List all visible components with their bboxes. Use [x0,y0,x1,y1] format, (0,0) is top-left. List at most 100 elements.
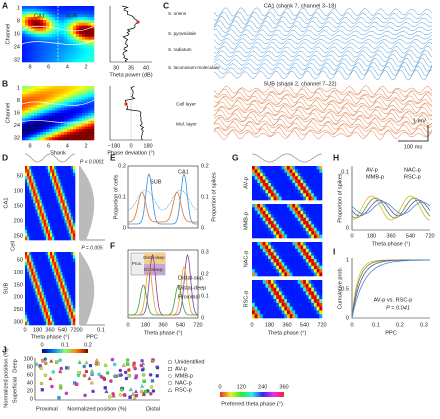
heat-cell [52,233,55,237]
heat-cell [281,269,285,273]
heat-cell [91,91,95,95]
heat-cell [29,285,32,289]
heat-cell [88,20,92,24]
heat-cell [281,217,285,222]
heat-cell [47,189,51,194]
tick-label: 150 [14,203,23,209]
heat-cell [41,295,45,299]
heat-cell [37,11,41,15]
tick-label: 720 [70,327,79,333]
heat-cell [292,176,296,180]
heat-cell [37,278,40,283]
heat-cell [72,288,76,293]
heat-cell [82,96,86,100]
panel-letter: B [2,78,8,88]
heat-cell [287,217,290,222]
heat-cell [61,113,65,116]
heat-cell [58,59,62,63]
heat-cell [319,259,323,263]
heat-cell [47,285,51,289]
heat-cell [257,295,261,300]
heat-cell [54,199,57,204]
heat-cell [82,22,86,26]
heat-cell [58,219,61,224]
heat-cell [22,36,26,40]
heat-cell [33,308,36,313]
heat-cell [316,310,320,315]
heat-cell [273,283,277,288]
heat-cell [58,278,61,283]
heat-cell [52,36,56,40]
heat-cell [85,25,89,29]
heat-cell [25,123,29,127]
tick-label: 0 [129,143,132,149]
heat-cell [39,189,42,194]
heat-cell [22,126,26,130]
heat-cell [39,176,42,180]
heat-cell [49,36,53,40]
tick-label: 540 [58,327,67,333]
heat-cell [61,56,65,60]
heat-cell [313,214,317,218]
heat-cell [58,118,62,122]
heat-cell [43,34,47,38]
heat-cell [29,203,32,207]
heat-cell [58,104,62,108]
heat-cell [91,113,95,116]
heat-cell [37,53,41,57]
heat-cell [34,39,38,43]
heat-cell [60,172,63,177]
heat-cell [82,42,86,46]
scatter-point [50,384,54,389]
heat-cell [76,91,80,95]
heat-cell [64,291,67,296]
heat-cell [31,113,35,116]
heat-cell [37,129,41,133]
scatter-point [149,392,153,396]
heat-cell [278,291,282,296]
heat-cell [58,291,61,296]
heat-cell [34,28,38,32]
heat-cell [27,295,30,299]
heat-cell [70,275,74,279]
heat-cell [29,216,32,221]
heat-cell [43,99,47,103]
heat-cell [41,265,45,269]
heat-cell [64,8,68,12]
heat-cell [37,104,41,108]
heat-cell [305,221,309,225]
heat-cell [292,196,296,201]
heat-cell [46,34,50,38]
heat-cell [76,113,80,116]
heat-cell [41,308,45,313]
heat-cell [257,210,261,215]
heat-cell [45,321,49,326]
heat-cell [55,99,59,103]
heat-cell [64,126,68,130]
heat-cell [257,221,261,225]
heat-cell [305,204,309,208]
heat-cell [52,265,55,269]
heat-cell [252,295,255,300]
heat-cell [262,224,266,229]
heat-cell [58,25,62,29]
heat-cell [281,252,285,256]
scatter-point [126,362,130,366]
heat-cell [276,217,280,222]
heat-cell [270,234,274,239]
heat-cell [31,305,34,309]
heat-cell [54,229,57,234]
heat-cell [66,278,70,283]
heat-cell [22,121,26,125]
heat-cell [28,102,32,106]
heat-cell [56,169,59,174]
heat-cell [305,252,309,256]
heat-cell [72,219,76,224]
heat-cell [56,255,59,259]
heat-cell [47,229,51,234]
heat-cell [88,28,92,32]
heat-cell [45,209,49,214]
tick-label: 100 [14,188,23,194]
heat-cell [55,6,59,10]
heat-cell [268,283,272,288]
